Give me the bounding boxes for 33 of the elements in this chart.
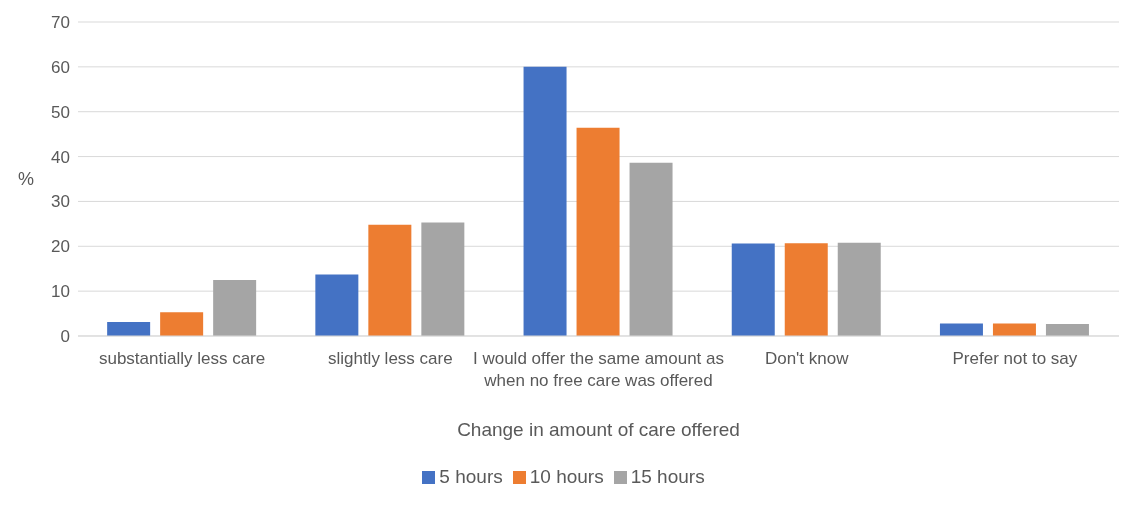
bar — [213, 279, 257, 336]
bar — [1045, 323, 1089, 336]
bar — [107, 322, 151, 336]
x-tick-label: slightly less care — [327, 349, 453, 369]
x-tick-label: Prefer not to say — [952, 349, 1078, 369]
bar — [315, 274, 359, 336]
y-tick-label: 50 — [51, 102, 70, 122]
bar — [421, 222, 465, 336]
bar — [368, 224, 412, 336]
x-tick-label: Don't know — [764, 349, 850, 369]
y-tick-label: 30 — [51, 192, 70, 212]
y-tick-label: 70 — [51, 13, 70, 33]
bar — [576, 127, 620, 336]
bar — [992, 323, 1036, 336]
bar — [523, 66, 567, 336]
bar — [939, 323, 983, 336]
y-axis-title: % — [18, 169, 35, 190]
legend-label: 10 hours — [529, 466, 604, 487]
y-tick-label: 40 — [51, 147, 70, 167]
y-tick-label: 0 — [60, 327, 70, 347]
x-tick-label: I would offer the same amount as when no free care was offered — [472, 349, 725, 391]
bar — [731, 243, 775, 336]
bar — [629, 162, 673, 336]
bar — [160, 312, 204, 336]
x-axis-title: Change in amount of care offered — [457, 419, 740, 440]
legend-label: 15 hours — [630, 466, 705, 487]
y-tick-label: 10 — [51, 282, 70, 302]
y-tick-label: 60 — [51, 57, 70, 77]
x-tick-label: substantially less care — [98, 349, 266, 369]
y-tick-label: 20 — [51, 237, 70, 257]
bar — [837, 242, 881, 336]
legend-label: 5 hours — [439, 466, 503, 487]
bar — [784, 243, 828, 336]
